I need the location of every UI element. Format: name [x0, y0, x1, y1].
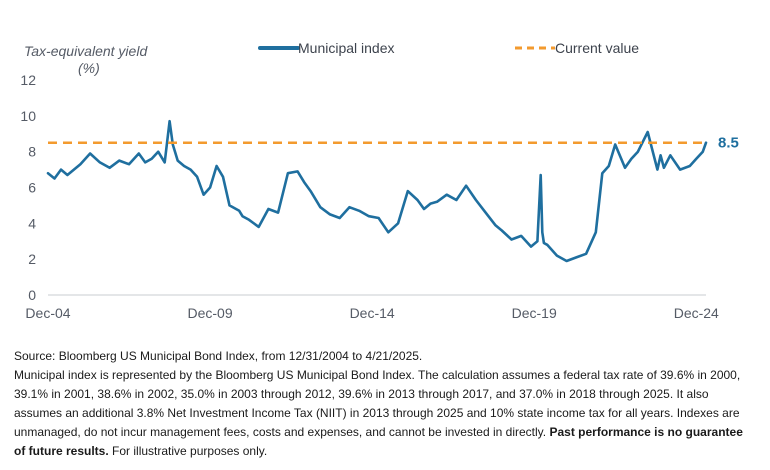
footnote-disclaimer: Past performance is no guarantee of futu… — [14, 425, 743, 458]
x-tick-label: Dec-19 — [512, 305, 557, 321]
footnote: Source: Bloomberg US Municipal Bond Inde… — [14, 347, 756, 461]
y-tick-label: 4 — [28, 215, 36, 231]
footnote-tail: For illustrative purposes only. — [112, 444, 268, 458]
y-tick-label: 10 — [20, 108, 36, 124]
y-tick-label: 6 — [28, 180, 36, 196]
legend-municipal-label: Municipal index — [298, 40, 395, 56]
current-value-label: 8.5 — [718, 135, 739, 152]
x-tick-label: Dec-04 — [25, 305, 70, 321]
y-axis-unit: (%) — [78, 60, 100, 76]
y-tick-label: 12 — [20, 72, 36, 88]
footnote-source: Source: Bloomberg US Municipal Bond Inde… — [14, 349, 423, 363]
legend-current-label: Current value — [555, 40, 639, 56]
x-tick-label: Dec-24 — [674, 305, 719, 321]
x-tick-label: Dec-09 — [187, 305, 232, 321]
municipal-index-line — [46, 119, 708, 263]
y-tick-label: 2 — [28, 251, 36, 267]
y-tick-label: 0 — [28, 287, 36, 303]
x-axis-ticks: Dec-04 Dec-09 Dec-14 Dec-19 Dec-24 — [25, 305, 719, 321]
footnote-body: Municipal index is represented by the Bl… — [14, 366, 756, 461]
y-axis-label: Tax-equivalent yield — [24, 43, 148, 59]
y-axis-ticks: 0 2 4 6 8 10 12 — [20, 72, 36, 303]
x-tick-label: Dec-14 — [350, 305, 395, 321]
y-tick-label: 8 — [28, 144, 36, 160]
chart: Tax-equivalent yield (%) Municipal index… — [20, 40, 739, 321]
footnote-text: Municipal index is represented by the Bl… — [14, 368, 741, 439]
